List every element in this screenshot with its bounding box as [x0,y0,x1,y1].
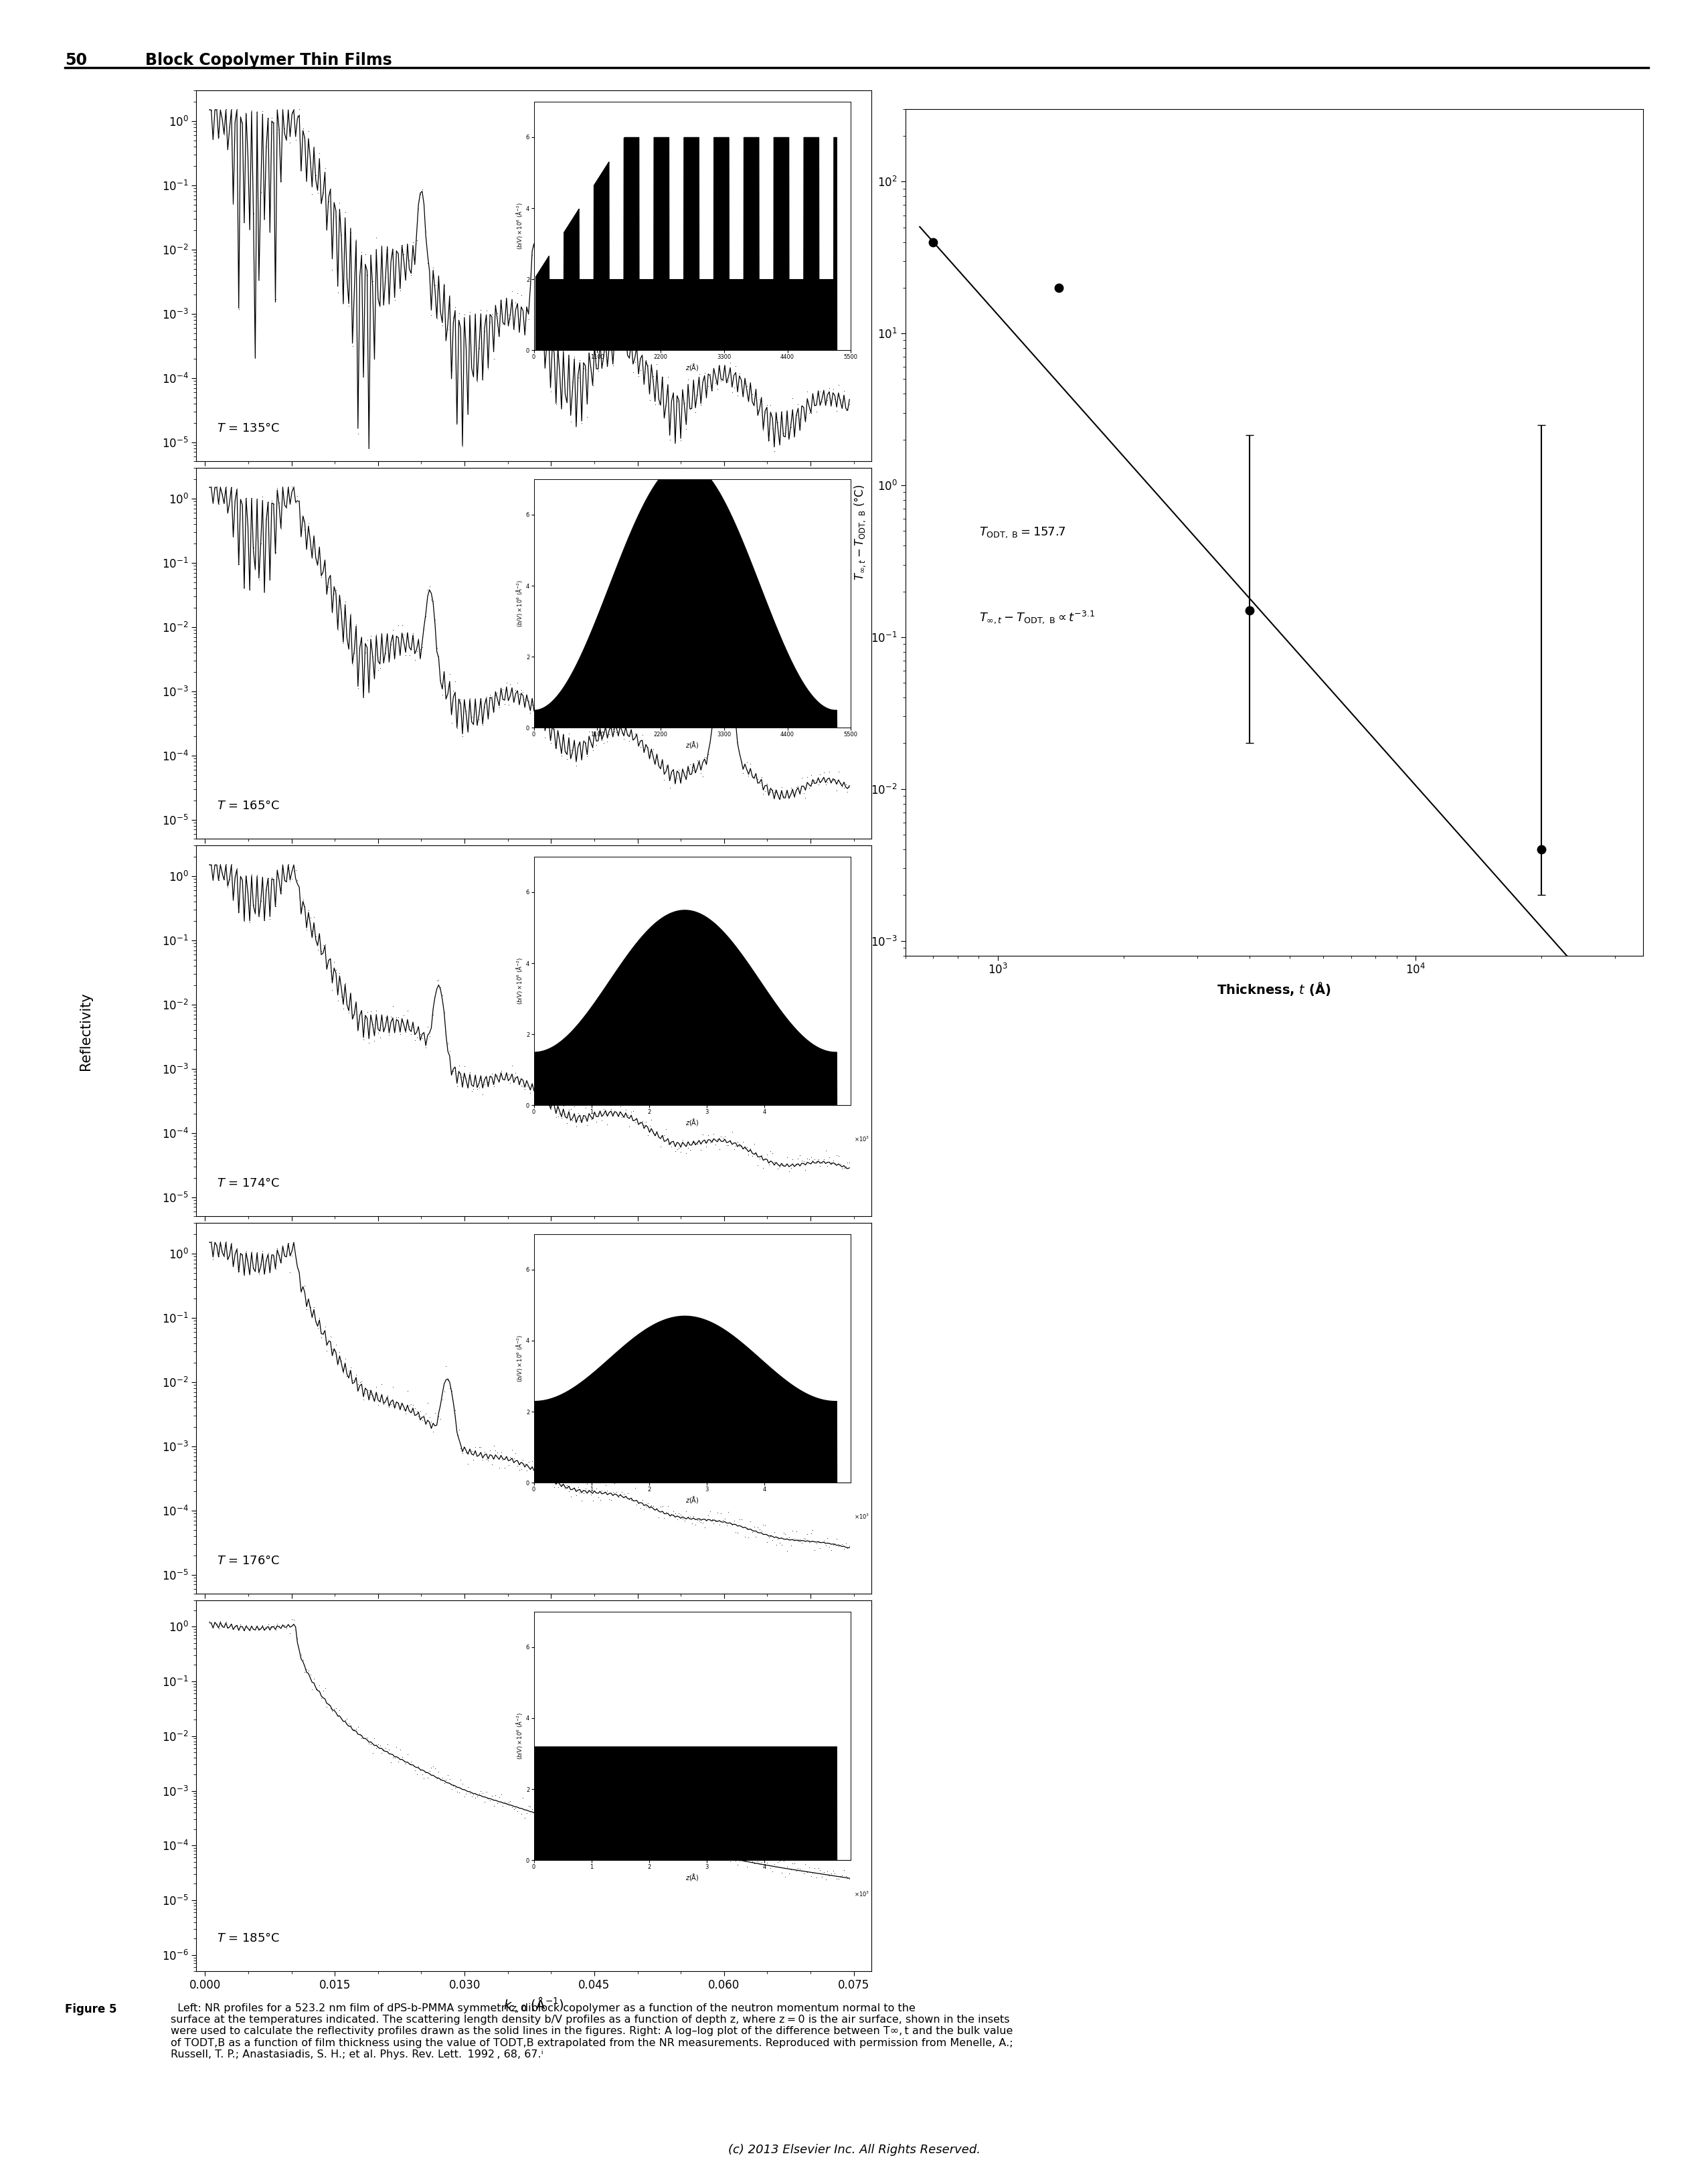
Text: $T_{\mathrm{ODT,\ B}} = 157.7$: $T_{\mathrm{ODT,\ B}} = 157.7$ [979,526,1066,539]
Text: $T_{\infty,t}-T_{\mathrm{ODT,\ B}} \propto t^{-3.1}$: $T_{\infty,t}-T_{\mathrm{ODT,\ B}} \prop… [979,609,1095,624]
X-axis label: Thickness, $t$ (Å): Thickness, $t$ (Å) [1218,980,1331,997]
Text: $T$ = 174°C: $T$ = 174°C [217,1178,280,1189]
Text: Figure 5: Figure 5 [65,2003,116,2016]
Text: $T$ = 135°C: $T$ = 135°C [217,423,280,434]
Text: (c) 2013 Elsevier Inc. All Rights Reserved.: (c) 2013 Elsevier Inc. All Rights Reserv… [728,2143,980,2156]
Text: Left: NR profiles for a 523.2 nm film of dPS-b-PMMA symmetric, diblock copolymer: Left: NR profiles for a 523.2 nm film of… [171,2003,1013,2060]
Y-axis label: $T_{\infty,t}-T_{\mathrm{ODT,\ B}}$ (°C): $T_{\infty,t}-T_{\mathrm{ODT,\ B}}$ (°C) [852,484,868,580]
Text: $T$ = 185°C: $T$ = 185°C [217,1933,280,1944]
X-axis label: $k_{z,0}$ (Å$^{-1}$): $k_{z,0}$ (Å$^{-1}$) [504,1994,564,2014]
Text: $T$ = 176°C: $T$ = 176°C [217,1556,280,1567]
Text: Reflectivity: Reflectivity [79,993,92,1069]
Text: $T$ = 165°C: $T$ = 165°C [217,801,280,812]
Text: Block Copolymer Thin Films: Block Copolymer Thin Films [145,52,391,68]
Text: 50: 50 [65,52,87,68]
